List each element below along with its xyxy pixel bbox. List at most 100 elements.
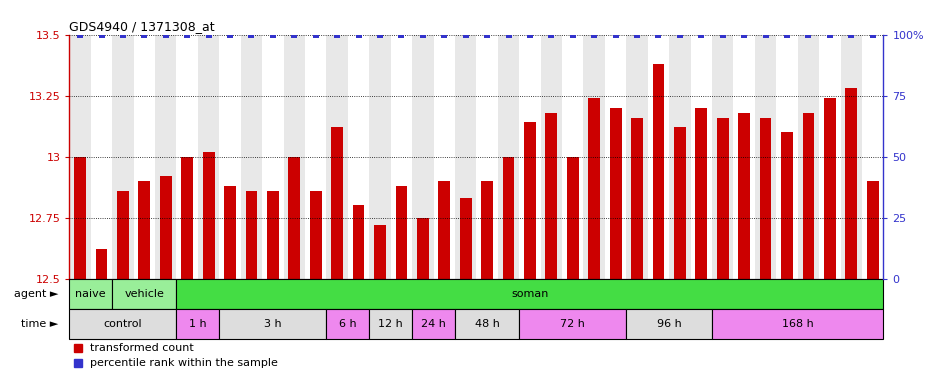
Bar [712, 35, 734, 279]
Bar [481, 181, 493, 279]
Bar [759, 118, 771, 279]
Bar [712, 309, 883, 339]
Text: vehicle: vehicle [124, 289, 165, 299]
Bar [348, 35, 369, 279]
Bar [669, 35, 691, 279]
Bar [245, 191, 257, 279]
Text: 72 h: 72 h [561, 319, 586, 329]
Bar [396, 186, 407, 279]
Text: 168 h: 168 h [782, 319, 814, 329]
Text: control: control [104, 319, 142, 329]
Bar [546, 113, 557, 279]
Bar [755, 35, 776, 279]
Bar [502, 157, 514, 279]
Text: percentile rank within the sample: percentile rank within the sample [90, 358, 278, 368]
Bar [133, 35, 155, 279]
Bar [69, 35, 91, 279]
Bar [696, 108, 708, 279]
Bar [476, 35, 498, 279]
Bar [691, 35, 712, 279]
Bar [289, 157, 301, 279]
Bar [177, 309, 219, 339]
Bar [498, 35, 519, 279]
Bar [524, 122, 536, 279]
Bar [177, 279, 883, 309]
Bar [717, 118, 729, 279]
Bar [841, 35, 862, 279]
Bar [417, 218, 428, 279]
Bar [455, 35, 476, 279]
Text: GDS4940 / 1371308_at: GDS4940 / 1371308_at [69, 20, 215, 33]
Text: naive: naive [76, 289, 106, 299]
Bar [845, 88, 857, 279]
Text: 48 h: 48 h [475, 319, 500, 329]
Bar [369, 35, 390, 279]
Bar [797, 35, 820, 279]
Bar [674, 127, 685, 279]
Bar [648, 35, 669, 279]
Text: agent ►: agent ► [14, 289, 58, 299]
Bar [519, 35, 540, 279]
Bar [155, 35, 177, 279]
Bar [198, 35, 219, 279]
Bar [626, 309, 712, 339]
Bar [139, 181, 150, 279]
Bar [610, 108, 622, 279]
Bar [160, 176, 172, 279]
Bar [327, 309, 369, 339]
Bar [820, 35, 841, 279]
Bar [803, 113, 814, 279]
Bar [267, 191, 278, 279]
Bar [631, 118, 643, 279]
Bar [117, 191, 129, 279]
Bar [776, 35, 797, 279]
Bar [584, 35, 605, 279]
Text: 96 h: 96 h [657, 319, 682, 329]
Bar [112, 35, 133, 279]
Bar [177, 35, 198, 279]
Bar [738, 113, 750, 279]
Bar [867, 181, 879, 279]
Bar [567, 157, 579, 279]
Bar [219, 35, 240, 279]
Bar [305, 35, 327, 279]
Text: 3 h: 3 h [264, 319, 282, 329]
Bar [413, 35, 434, 279]
Bar [652, 64, 664, 279]
Bar [203, 152, 215, 279]
Bar [605, 35, 626, 279]
Bar [734, 35, 755, 279]
Text: soman: soman [512, 289, 549, 299]
Bar [460, 198, 472, 279]
Bar [434, 35, 455, 279]
Text: transformed count: transformed count [90, 343, 193, 353]
Bar [781, 132, 793, 279]
Bar [262, 35, 284, 279]
Bar [390, 35, 413, 279]
Bar [540, 35, 562, 279]
Bar [284, 35, 305, 279]
Bar [374, 225, 386, 279]
Bar [455, 309, 519, 339]
Bar [824, 98, 835, 279]
Bar [438, 181, 450, 279]
Bar [331, 127, 343, 279]
Text: 24 h: 24 h [421, 319, 446, 329]
Bar [626, 35, 647, 279]
Bar [95, 249, 107, 279]
Bar [240, 35, 262, 279]
Bar [519, 309, 626, 339]
Bar [369, 309, 413, 339]
Bar [862, 35, 883, 279]
Text: 12 h: 12 h [378, 319, 403, 329]
Text: time ►: time ► [21, 319, 58, 329]
Bar [219, 309, 327, 339]
Bar [352, 205, 364, 279]
Bar [310, 191, 322, 279]
Bar [74, 157, 86, 279]
Bar [69, 309, 177, 339]
Bar [69, 279, 112, 309]
Bar [112, 279, 177, 309]
Bar [588, 98, 600, 279]
Bar [224, 186, 236, 279]
